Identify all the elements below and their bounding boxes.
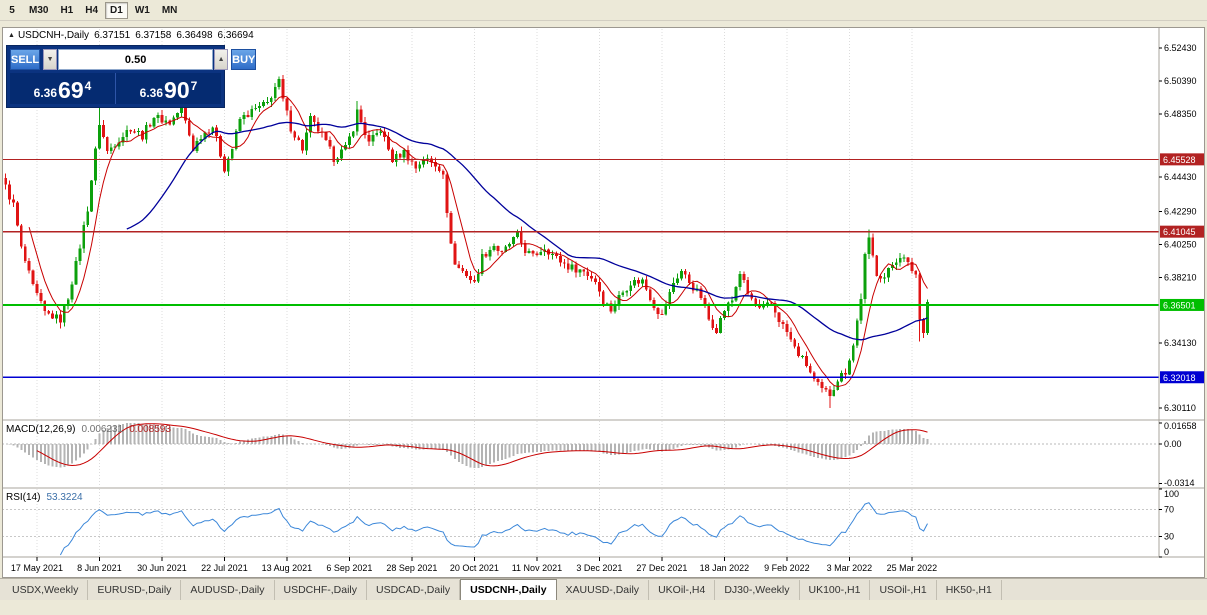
- buy-price-pips: 90: [164, 77, 190, 103]
- volume-stepper: ▼ ▲: [43, 49, 229, 70]
- tab-usdcnh-daily[interactable]: USDCNH-,Daily: [460, 579, 557, 600]
- svg-text:22 Jul 2021: 22 Jul 2021: [201, 563, 248, 573]
- tab-usdcad-daily[interactable]: USDCAD-,Daily: [367, 580, 461, 600]
- bid-ask-display: 6.36 69 4 6.36 90 7: [10, 73, 221, 104]
- svg-text:28 Sep 2021: 28 Sep 2021: [386, 563, 437, 573]
- svg-text:6.36501: 6.36501: [1163, 300, 1196, 310]
- chart-window: 6.52430 6.50390 6.48350 6.44430 6.42290 6.402…: [2, 27, 1205, 578]
- svg-text:9 Feb 2022: 9 Feb 2022: [764, 563, 810, 573]
- svg-text:6.50390: 6.50390: [1164, 76, 1197, 86]
- tab-dj30-weekly[interactable]: DJ30-,Weekly: [715, 580, 800, 600]
- sell-price-pips: 69: [58, 77, 84, 103]
- timeframe-w1[interactable]: W1: [130, 2, 155, 19]
- svg-text:6.30110: 6.30110: [1164, 403, 1196, 413]
- tab-uk100-h1[interactable]: UK100-,H1: [800, 580, 871, 600]
- svg-text:6.42290: 6.42290: [1164, 207, 1197, 217]
- svg-text:3 Dec 2021: 3 Dec 2021: [576, 563, 622, 573]
- tab-eurusd-daily[interactable]: EURUSD-,Daily: [88, 580, 182, 600]
- tab-audusd-daily[interactable]: AUDUSD-,Daily: [181, 580, 275, 600]
- svg-text:17 May 2021: 17 May 2021: [11, 563, 63, 573]
- buy-button[interactable]: BUY: [231, 49, 257, 70]
- sell-price[interactable]: 6.36 69 4: [10, 73, 115, 104]
- sell-price-point: 4: [84, 79, 92, 93]
- svg-text:6.52430: 6.52430: [1164, 43, 1197, 53]
- sell-button[interactable]: SELL: [10, 49, 41, 70]
- tab-xauusd-daily[interactable]: XAUUSD-,Daily: [557, 580, 650, 600]
- bottom-strip: [0, 600, 1207, 615]
- svg-text:6.45528: 6.45528: [1163, 155, 1196, 165]
- svg-text:6.44430: 6.44430: [1164, 172, 1197, 182]
- svg-text:6.34130: 6.34130: [1164, 338, 1197, 348]
- buy-price-base: 6.36: [139, 86, 164, 100]
- svg-text:0.00: 0.00: [1164, 439, 1182, 449]
- svg-text:11 Nov 2021: 11 Nov 2021: [512, 563, 562, 573]
- timeframe-h4[interactable]: H4: [80, 2, 103, 19]
- svg-text:20 Oct 2021: 20 Oct 2021: [450, 563, 499, 573]
- svg-text:0: 0: [1164, 547, 1169, 557]
- tab-usoil-h1[interactable]: USOil-,H1: [870, 580, 937, 600]
- svg-text:8 Jun 2021: 8 Jun 2021: [77, 563, 122, 573]
- chart-tabs-bar: USDX,Weekly EURUSD-,Daily AUDUSD-,Daily USD…: [0, 578, 1207, 600]
- chart-canvas[interactable]: 6.52430 6.50390 6.48350 6.44430 6.42290 6.402…: [2, 27, 1205, 578]
- sell-price-base: 6.36: [33, 86, 58, 100]
- svg-text:-0.0314: -0.0314: [1164, 478, 1195, 488]
- timeframe-h1[interactable]: H1: [55, 2, 78, 19]
- svg-text:6.38210: 6.38210: [1164, 272, 1197, 282]
- volume-input[interactable]: [58, 49, 214, 70]
- volume-increase-button[interactable]: ▲: [214, 49, 229, 70]
- svg-text:6 Sep 2021: 6 Sep 2021: [326, 563, 372, 573]
- svg-text:6.40250: 6.40250: [1164, 239, 1197, 249]
- svg-text:30: 30: [1164, 532, 1174, 542]
- tab-usdx-weekly[interactable]: USDX,Weekly: [3, 580, 89, 600]
- svg-text:27 Dec 2021: 27 Dec 2021: [636, 563, 687, 573]
- tab-ukoil-h4[interactable]: UKOil-,H4: [649, 580, 716, 600]
- svg-text:13 Aug 2021: 13 Aug 2021: [262, 563, 313, 573]
- price-divider: [115, 73, 116, 104]
- timeframe-d1[interactable]: D1: [105, 1, 128, 19]
- svg-text:3 Mar 2022: 3 Mar 2022: [827, 563, 873, 573]
- svg-text:30 Jun 2021: 30 Jun 2021: [137, 563, 187, 573]
- svg-text:25 Mar 2022: 25 Mar 2022: [887, 563, 938, 573]
- svg-text:6.48350: 6.48350: [1164, 109, 1197, 119]
- volume-decrease-button[interactable]: ▼: [43, 49, 58, 70]
- timeframe-mn[interactable]: MN: [157, 2, 183, 19]
- tab-hk50-h1[interactable]: HK50-,H1: [937, 580, 1002, 600]
- svg-text:18 Jan 2022: 18 Jan 2022: [700, 563, 750, 573]
- timeframe-5[interactable]: 5: [2, 2, 22, 19]
- periodicity-toolbar: 5 M30 H1 H4 D1 W1 MN: [0, 0, 1207, 21]
- tab-usdchf-daily[interactable]: USDCHF-,Daily: [275, 580, 368, 600]
- timeframe-m30[interactable]: M30: [24, 2, 53, 19]
- svg-text:70: 70: [1164, 504, 1174, 514]
- svg-text:6.32018: 6.32018: [1163, 373, 1196, 383]
- buy-price-point: 7: [190, 79, 198, 93]
- svg-text:0.01658: 0.01658: [1164, 421, 1197, 431]
- svg-text:6.41045: 6.41045: [1163, 227, 1196, 237]
- buy-price[interactable]: 6.36 90 7: [116, 73, 221, 104]
- svg-text:100: 100: [1164, 489, 1179, 499]
